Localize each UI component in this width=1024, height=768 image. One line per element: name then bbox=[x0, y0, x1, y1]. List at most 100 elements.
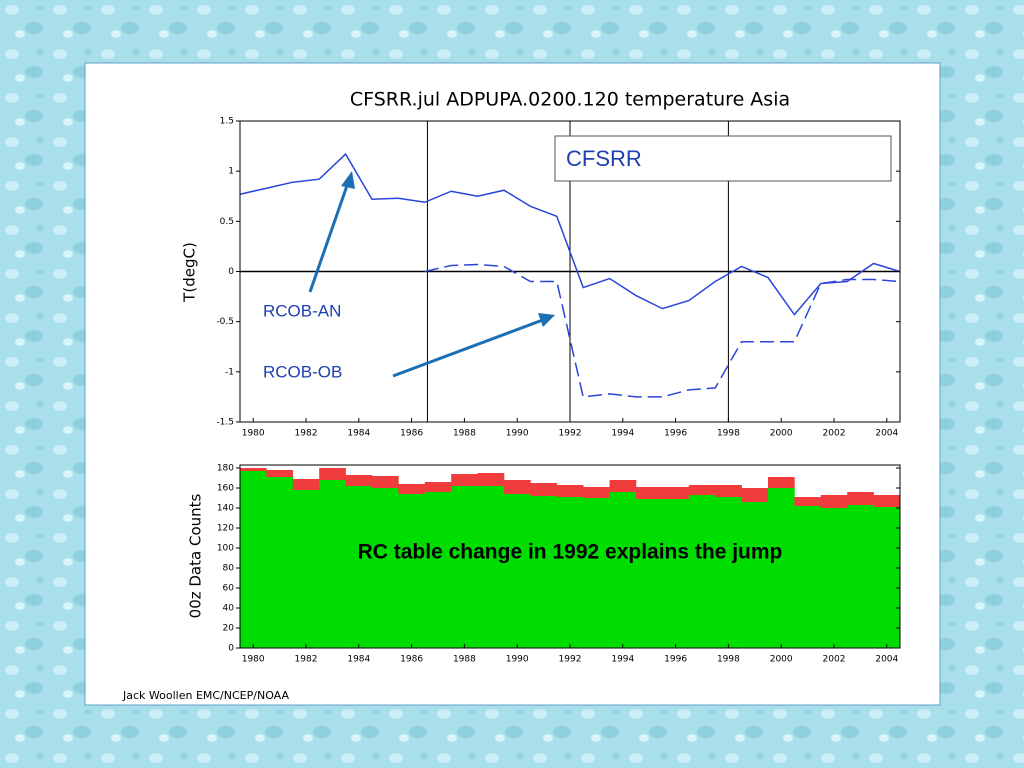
bar-segment bbox=[583, 487, 610, 498]
bar-segment bbox=[451, 474, 478, 486]
y-tick-label: 1 bbox=[228, 167, 234, 177]
bar-segment bbox=[556, 497, 584, 648]
bar-segment bbox=[266, 477, 294, 648]
bar-segment bbox=[292, 479, 320, 490]
x-tick-label: 2000 bbox=[770, 655, 793, 665]
bar-segment bbox=[240, 468, 267, 471]
x-tick-label: 1986 bbox=[400, 655, 423, 665]
bar-segment bbox=[715, 485, 742, 497]
x-tick-label: 1984 bbox=[347, 429, 370, 439]
bar-segment bbox=[768, 488, 795, 648]
bar-segment bbox=[451, 486, 478, 648]
y-tick-label: 160 bbox=[217, 484, 234, 494]
bar-segment bbox=[292, 490, 320, 648]
bar-segment bbox=[477, 486, 505, 648]
x-tick-label: 1980 bbox=[242, 429, 265, 439]
y-tick-label: 120 bbox=[217, 524, 234, 534]
bar-segment bbox=[609, 480, 637, 492]
y-tick-label: -1.5 bbox=[216, 418, 234, 428]
y-tick-label: 140 bbox=[217, 504, 234, 514]
x-tick-label: 1998 bbox=[717, 655, 740, 665]
bar-segment bbox=[583, 498, 610, 648]
x-tick-label: 2000 bbox=[770, 429, 793, 439]
x-tick-label: 1996 bbox=[664, 429, 687, 439]
arrow bbox=[308, 176, 352, 293]
bar-segment bbox=[820, 508, 848, 648]
bar-segment bbox=[662, 499, 690, 648]
x-tick-label: 1994 bbox=[611, 429, 634, 439]
bar-segment bbox=[504, 480, 531, 494]
bar-segment bbox=[768, 477, 795, 488]
bar-segment bbox=[688, 485, 716, 495]
bar-segment bbox=[424, 492, 452, 648]
bar-segment bbox=[636, 487, 663, 499]
bar-segment bbox=[741, 488, 769, 502]
annotation: RC table change in 1992 explains the jum… bbox=[358, 541, 783, 564]
x-tick-label: 1986 bbox=[400, 429, 423, 439]
bar-segment bbox=[398, 494, 426, 648]
bar-segment bbox=[847, 505, 874, 648]
x-tick-label: 1980 bbox=[242, 655, 265, 665]
bar-segment bbox=[345, 475, 373, 486]
bar-segment bbox=[609, 492, 637, 648]
x-tick-label: 1990 bbox=[506, 655, 529, 665]
x-tick-label: 1988 bbox=[453, 429, 476, 439]
arrow-head bbox=[341, 171, 355, 189]
bar-segment bbox=[424, 482, 452, 492]
bar-segment bbox=[372, 488, 399, 648]
data-line bbox=[239, 152, 901, 316]
bar-segment bbox=[372, 476, 399, 488]
arrow-head bbox=[538, 313, 555, 327]
x-tick-label: 2002 bbox=[823, 429, 846, 439]
x-tick-label: 1982 bbox=[295, 429, 318, 439]
bar-segment bbox=[847, 492, 874, 505]
bar-segment bbox=[873, 507, 901, 648]
bar-segment bbox=[873, 495, 901, 507]
y-tick-label: 180 bbox=[217, 464, 234, 474]
bar-segment bbox=[688, 495, 716, 648]
bar-segment bbox=[319, 468, 346, 480]
bar-segment bbox=[345, 486, 373, 648]
y-tick-label: 80 bbox=[223, 564, 235, 574]
bar-segment bbox=[556, 485, 584, 497]
bar-segment bbox=[398, 484, 426, 494]
y-tick-label: 0 bbox=[228, 267, 234, 277]
bar-segment bbox=[530, 496, 558, 648]
bar-segment bbox=[715, 497, 742, 648]
x-tick-label: 1996 bbox=[664, 655, 687, 665]
y-axis-label: 00z Data Counts bbox=[187, 493, 205, 618]
bar-segment bbox=[477, 473, 505, 486]
bar-segment bbox=[636, 499, 663, 648]
bar-segment bbox=[794, 497, 822, 506]
y-axis-label: T(degC) bbox=[181, 242, 199, 303]
bar-segment bbox=[240, 471, 267, 648]
x-tick-label: 1992 bbox=[559, 429, 582, 439]
x-tick-label: 2004 bbox=[875, 429, 898, 439]
arrow bbox=[392, 316, 549, 378]
bar-segment bbox=[741, 502, 769, 648]
bar-segment bbox=[504, 494, 531, 648]
y-tick-label: 100 bbox=[217, 544, 234, 554]
bar-segment bbox=[319, 480, 346, 648]
bar-segment bbox=[530, 483, 558, 496]
legend-label: CFSRR bbox=[566, 146, 642, 171]
y-tick-label: -0.5 bbox=[216, 317, 234, 327]
x-tick-label: 1990 bbox=[506, 429, 529, 439]
y-tick-label: -1 bbox=[225, 367, 234, 377]
annotation: RCOB-AN bbox=[263, 301, 341, 320]
footer: Jack Woollen EMC/NCEP/NOAA bbox=[122, 689, 289, 702]
bar-segment bbox=[266, 470, 294, 477]
x-tick-label: 1988 bbox=[453, 655, 476, 665]
y-tick-label: 20 bbox=[223, 624, 235, 634]
chart-title: CFSRR.jul ADPUPA.0200.120 temperature As… bbox=[350, 89, 790, 111]
y-tick-label: 60 bbox=[223, 584, 235, 594]
bar-segment bbox=[662, 487, 690, 499]
y-tick-label: 40 bbox=[223, 604, 235, 614]
y-tick-label: 1.5 bbox=[220, 117, 234, 127]
y-tick-label: 0.5 bbox=[220, 217, 234, 227]
legend-box bbox=[554, 135, 892, 182]
x-tick-label: 2002 bbox=[823, 655, 846, 665]
annotation: RCOB-OB bbox=[263, 362, 342, 381]
bar-segment bbox=[820, 495, 848, 508]
